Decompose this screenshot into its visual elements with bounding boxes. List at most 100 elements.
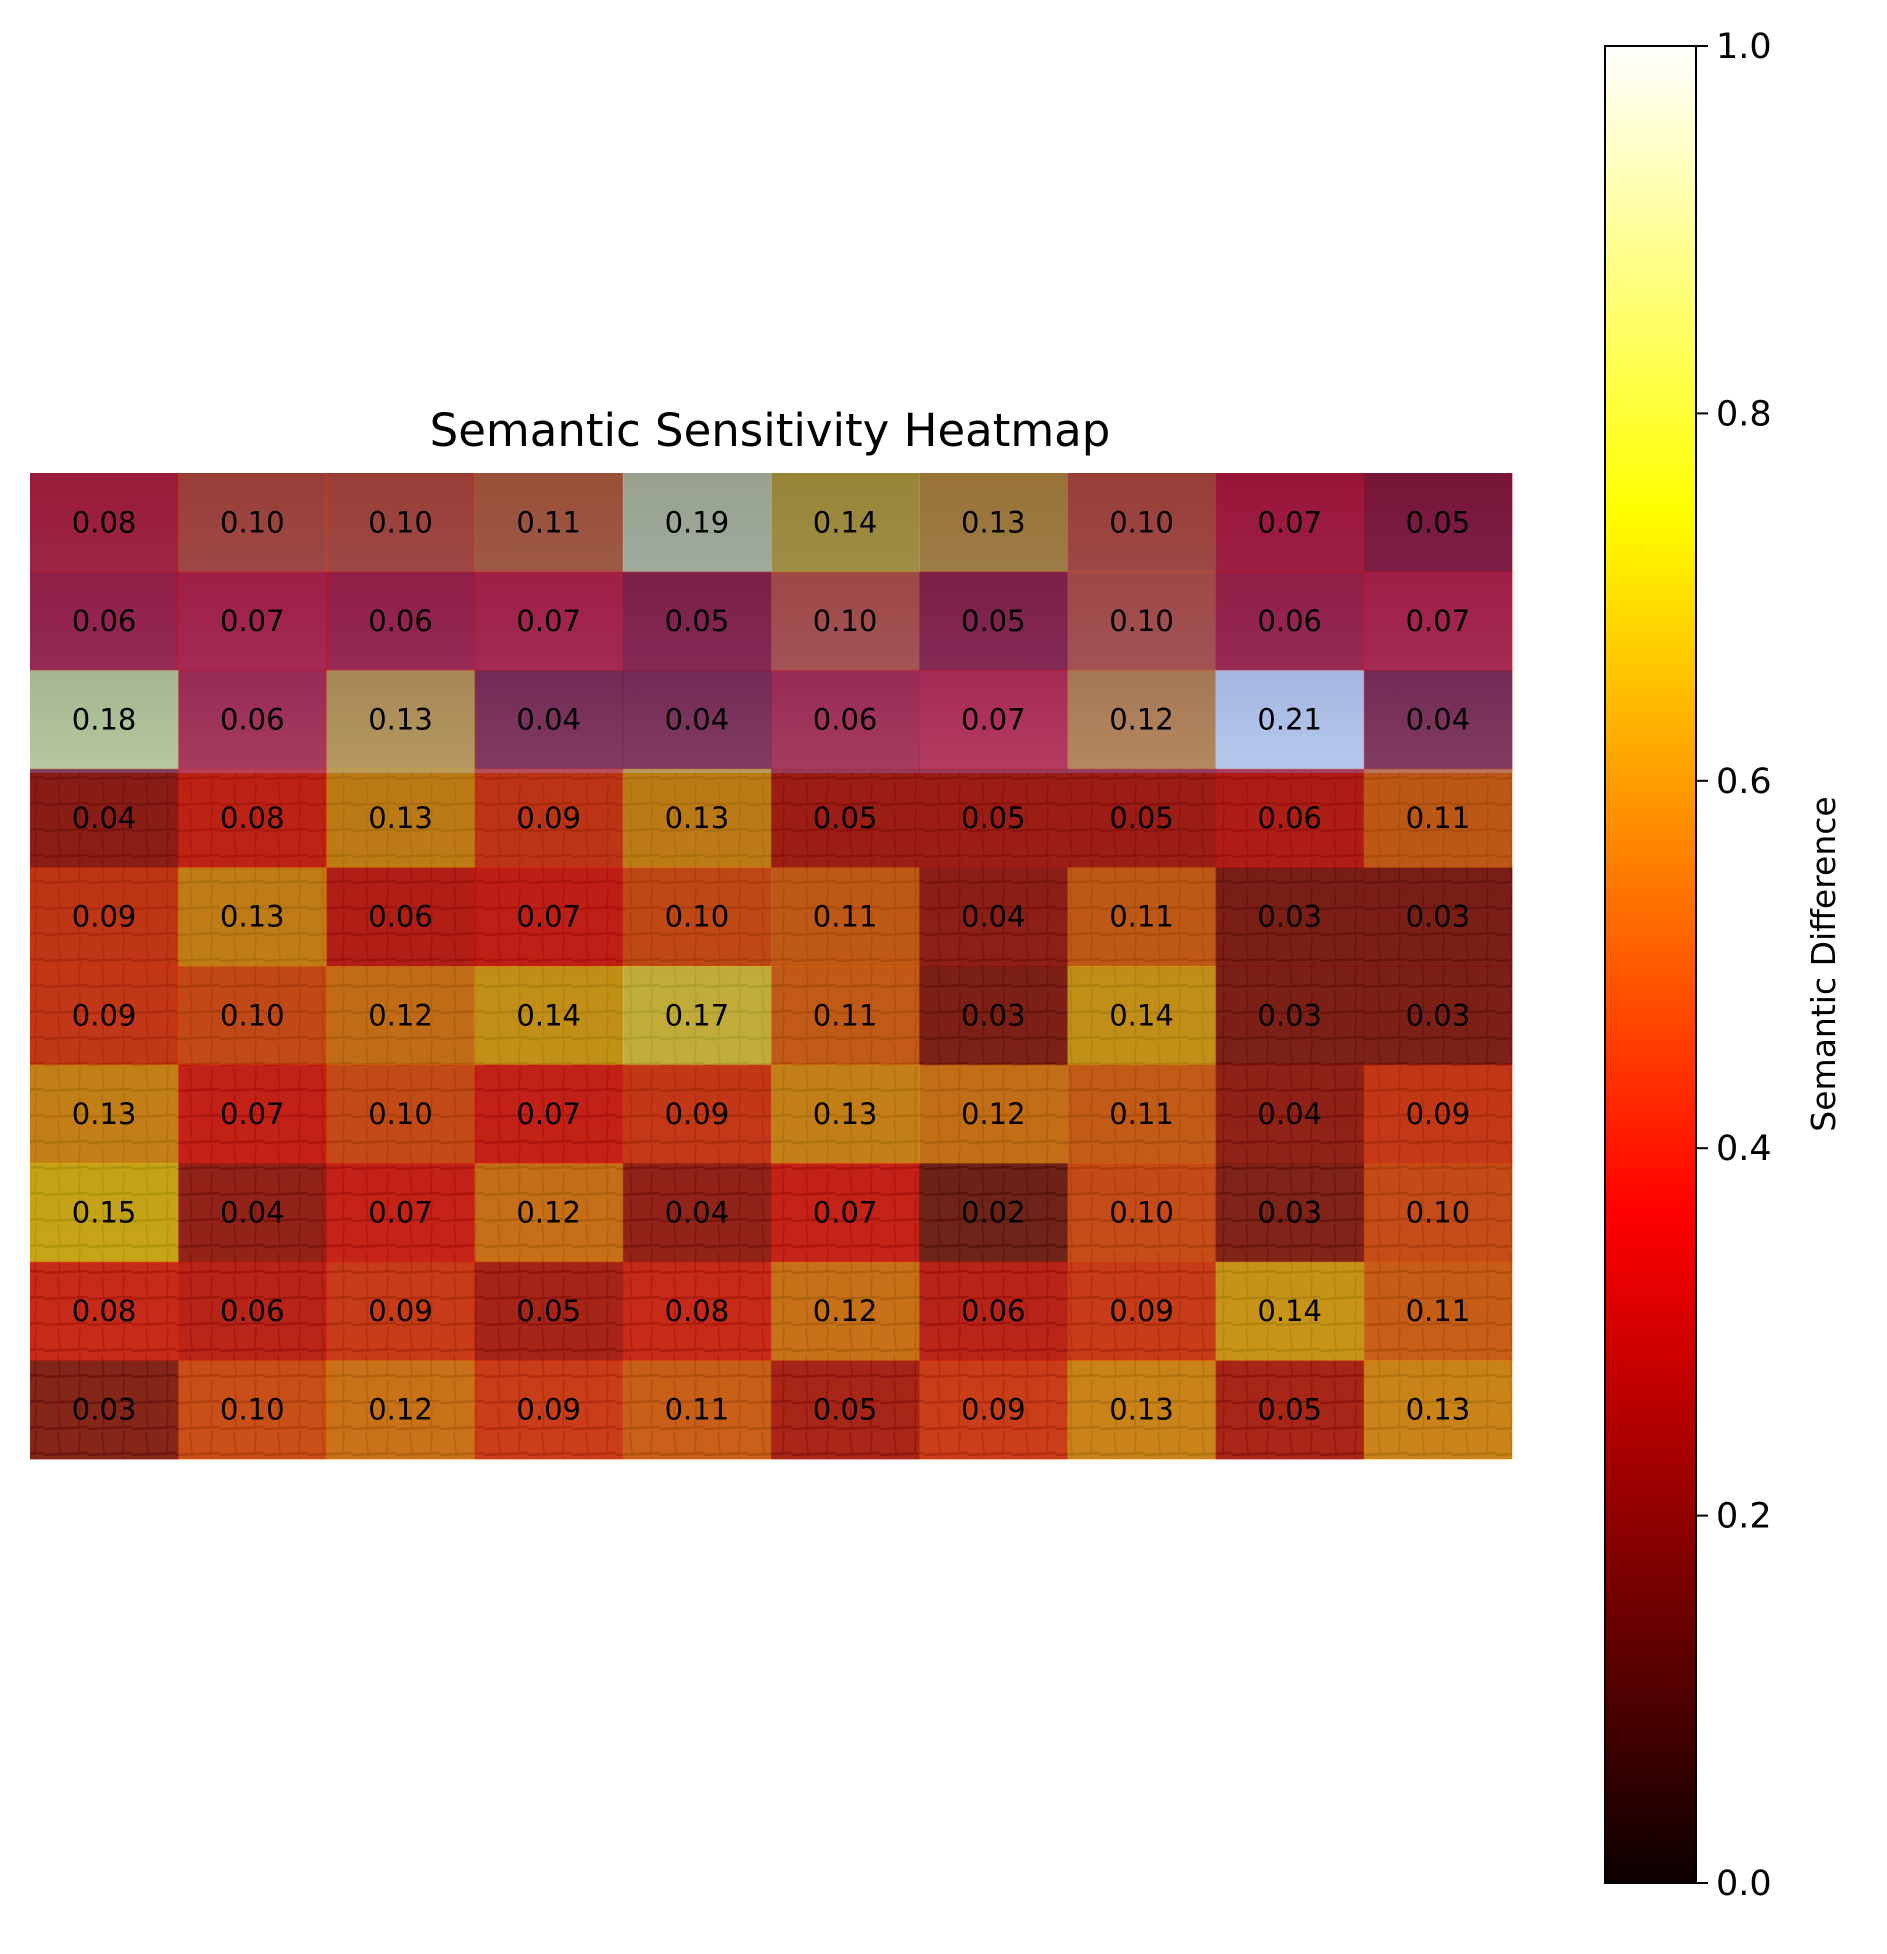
heatmap-cell — [30, 1064, 179, 1164]
cell-value-label: 0.04 — [72, 801, 137, 835]
heatmap-cell — [771, 473, 920, 573]
colorbar-tick-label: 1.0 — [1716, 27, 1772, 67]
cell-value-label: 0.05 — [1109, 801, 1174, 835]
cell-value-label: 0.08 — [220, 801, 285, 835]
heatmap-cell — [919, 1064, 1068, 1164]
cell-value-label: 0.05 — [961, 801, 1026, 835]
heatmap-cell — [1215, 473, 1365, 573]
cell-value-label: 0.09 — [516, 801, 581, 835]
heatmap-cell — [30, 571, 179, 671]
cell-value-label: 0.09 — [72, 998, 137, 1032]
cell-value-label: 0.12 — [961, 1097, 1026, 1131]
heatmap-cell — [771, 966, 920, 1066]
heatmap-cell — [919, 571, 1068, 671]
heatmap-cell — [178, 1064, 327, 1164]
heatmap-cell — [474, 670, 624, 770]
cell-value-label: 0.03 — [1257, 900, 1322, 934]
heatmap-cell — [1215, 966, 1365, 1066]
heatmap-cell — [1215, 1064, 1365, 1164]
cell-value-label: 0.10 — [1406, 1196, 1471, 1230]
heatmap-cell — [178, 1261, 327, 1361]
heatmap-cell — [919, 473, 1068, 573]
cell-value-label: 0.03 — [1406, 998, 1471, 1032]
cell-value-label: 0.05 — [516, 1294, 581, 1328]
colorbar-gradient — [1604, 45, 1697, 1884]
cell-value-label: 0.05 — [813, 1393, 878, 1427]
heatmap-cell — [771, 1261, 920, 1361]
heatmap-cell — [919, 670, 1068, 770]
heatmap-cell — [326, 571, 476, 671]
cell-value-label: 0.12 — [1109, 703, 1174, 737]
heatmap-cell — [1067, 966, 1217, 1066]
heatmap-cell — [1363, 966, 1513, 1066]
cell-value-label: 0.05 — [1406, 505, 1471, 539]
heatmap-cell — [1067, 1064, 1217, 1164]
heatmap-cell — [622, 1261, 772, 1361]
heatmap-cell — [1067, 1163, 1217, 1263]
heatmap-cell — [1363, 571, 1513, 671]
heatmap-cell — [326, 1261, 476, 1361]
heatmap-cell — [326, 1064, 476, 1164]
cell-value-label: 0.13 — [813, 1097, 878, 1131]
heatmap-cell — [1363, 473, 1513, 573]
heatmap-cell — [1363, 768, 1513, 868]
cell-value-label: 0.05 — [665, 604, 730, 638]
heatmap-cell — [1215, 867, 1365, 967]
cell-value-label: 0.07 — [1257, 505, 1322, 539]
heatmap-cell — [178, 768, 327, 868]
heatmap-cell — [1067, 571, 1217, 671]
heatmap-cell — [326, 867, 476, 967]
cell-value-label: 0.03 — [72, 1393, 137, 1427]
cell-value-label: 0.15 — [72, 1196, 137, 1230]
heatmap-cell — [30, 768, 179, 868]
cell-value-label: 0.04 — [665, 703, 730, 737]
cell-value-label: 0.13 — [368, 801, 433, 835]
cell-value-label: 0.06 — [1257, 801, 1322, 835]
cell-value-label: 0.07 — [516, 604, 581, 638]
cell-value-label: 0.08 — [72, 505, 137, 539]
cell-value-label: 0.07 — [961, 703, 1026, 737]
cell-value-label: 0.11 — [813, 900, 878, 934]
heatmap-cell — [919, 1261, 1068, 1361]
heatmap-cell — [771, 1163, 920, 1263]
cell-value-label: 0.10 — [1109, 505, 1174, 539]
heatmap-cell — [1067, 670, 1217, 770]
heatmap-cell — [1363, 1261, 1513, 1361]
heatmap-cell — [622, 1064, 772, 1164]
cell-value-label: 0.03 — [1257, 998, 1322, 1032]
cell-value-label: 0.13 — [1406, 1393, 1471, 1427]
cell-value-label: 0.04 — [1406, 703, 1471, 737]
heatmap-cell — [1363, 867, 1513, 967]
cell-value-label: 0.09 — [368, 1294, 433, 1328]
cell-value-label: 0.09 — [1109, 1294, 1174, 1328]
colorbar-tick-label: 0.2 — [1716, 1497, 1772, 1537]
heatmap-cell — [178, 670, 327, 770]
cell-value-label: 0.13 — [665, 801, 730, 835]
cell-value-label: 0.06 — [1257, 604, 1322, 638]
heatmap-cell — [1215, 571, 1365, 671]
colorbar-tick-label: 0.8 — [1716, 394, 1772, 434]
cell-value-label: 0.08 — [665, 1294, 730, 1328]
heatmap-cell — [771, 670, 920, 770]
heatmap-cell — [1363, 1163, 1513, 1263]
cell-value-label: 0.05 — [1257, 1393, 1322, 1427]
cell-value-label: 0.12 — [813, 1294, 878, 1328]
cell-value-label: 0.09 — [961, 1393, 1026, 1427]
cell-value-label: 0.11 — [516, 505, 581, 539]
cell-value-label: 0.03 — [1257, 1196, 1322, 1230]
heatmap-cell — [326, 768, 476, 868]
heatmap-cell — [1363, 670, 1513, 770]
heatmap-cell — [1067, 1360, 1217, 1460]
heatmap-cell — [178, 1360, 327, 1460]
heatmap-cell — [326, 670, 476, 770]
heatmap-cell — [622, 473, 772, 573]
colorbar-label: Semantic Difference — [1804, 796, 1843, 1131]
cell-value-label: 0.12 — [368, 1393, 433, 1427]
chart-title: Semantic Sensitivity Heatmap — [430, 404, 1111, 457]
cell-value-label: 0.07 — [368, 1196, 433, 1230]
cell-value-label: 0.07 — [220, 1097, 285, 1131]
heatmap-cell — [474, 867, 624, 967]
heatmap-cell — [474, 473, 624, 573]
heatmap-cell — [919, 1163, 1068, 1263]
heatmap-cell — [474, 571, 624, 671]
